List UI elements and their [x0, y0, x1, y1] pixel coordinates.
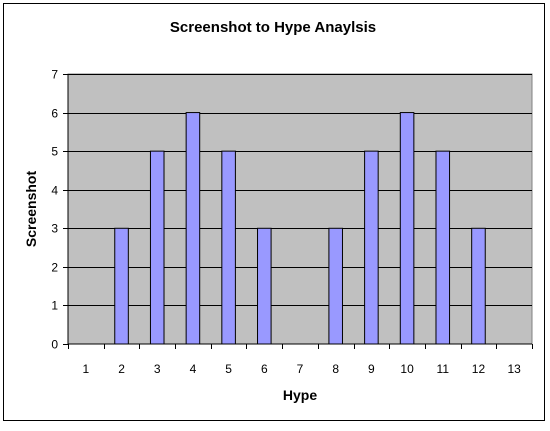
x-tick-label: 7 — [297, 362, 304, 376]
chart-title: Screenshot to Hype Anaylsis — [170, 19, 376, 36]
gridlines — [68, 74, 532, 306]
y-tick-label: 1 — [51, 299, 58, 313]
x-tick-label: 10 — [400, 362, 414, 376]
x-tick-label: 13 — [507, 362, 521, 376]
bar-series — [114, 112, 486, 345]
y-tick-label: 5 — [51, 145, 58, 159]
x-tick-label: 6 — [261, 362, 268, 376]
x-tick-label: 2 — [118, 362, 125, 376]
x-tick-label: 4 — [190, 362, 197, 376]
x-tick-label: 11 — [437, 362, 450, 376]
bar-12 — [471, 227, 486, 345]
bar-8 — [328, 227, 343, 345]
x-tick-label: 5 — [225, 362, 232, 376]
x-tick-label: 3 — [154, 362, 161, 376]
y-tick-label: 4 — [51, 184, 58, 198]
y-tick-label: 2 — [51, 261, 58, 275]
bar-5 — [221, 150, 236, 345]
bar-3 — [149, 150, 165, 345]
y-axis-label: Screenshot — [23, 171, 39, 248]
bar-4 — [185, 112, 201, 345]
bar-9 — [364, 150, 379, 345]
x-tick-label: 8 — [332, 362, 339, 376]
x-tick-label: 9 — [368, 362, 375, 376]
x-tick-label: 12 — [472, 362, 486, 376]
x-axis-label: Hype — [283, 387, 317, 403]
plot-area — [67, 73, 533, 345]
x-tick-label: 1 — [83, 362, 90, 376]
y-tick-label: 0 — [51, 338, 58, 352]
bar-2 — [114, 227, 129, 345]
y-tick-label: 3 — [51, 222, 58, 236]
bar-6 — [257, 227, 272, 345]
y-axis-ticks: 0 1 2 3 4 5 6 7 — [51, 68, 68, 352]
bar-11 — [435, 150, 451, 345]
y-tick-label: 6 — [51, 107, 58, 121]
bar-10 — [399, 112, 415, 345]
x-axis-ticks: 1 2 3 4 5 6 7 8 9 10 11 12 13 — [68, 344, 533, 376]
y-tick-label: 7 — [51, 68, 58, 82]
